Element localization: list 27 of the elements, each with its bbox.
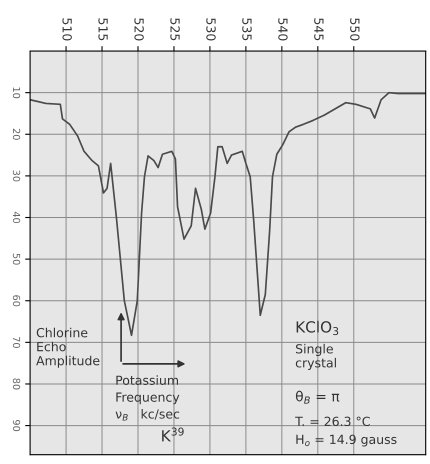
x-tick-label: 535 (242, 18, 252, 40)
y-tick-label: 70 (12, 336, 20, 348)
y-axis-title: Chlorine Echo Amplitude (36, 328, 100, 368)
annotation: KClO$_{3}$ (296, 320, 338, 336)
y-tick-label: 10 (12, 88, 20, 98)
annotation: K$^{39}$ (162, 428, 184, 442)
y-tick-label: 20 (12, 128, 20, 140)
y-tick-label: 40 (12, 212, 20, 224)
y-tick-label: 90 (12, 420, 20, 432)
y-tick-label: 30 (12, 170, 20, 182)
y-tick-label: 80 (12, 378, 20, 390)
text: Potassium Frequency ν$_{B}$ kc/sec (116, 375, 180, 421)
annotation: Single crystal (296, 344, 336, 370)
x-tick-label: 550 (350, 18, 360, 40)
x-tick-label: 525 (170, 18, 180, 40)
x-tick-label: 510 (62, 18, 72, 40)
x-tick-label: 545 (314, 18, 324, 40)
annotation: θ$_{B}$ = π (296, 390, 340, 404)
y-tick-label: 50 (12, 254, 20, 265)
x-tick-label: 540 (278, 18, 288, 40)
line-series (30, 92, 426, 336)
y-tick-label: 60 (12, 295, 20, 306)
x-tick-label: 520 (134, 18, 144, 40)
x-tick-label: 530 (206, 18, 216, 40)
annotation: T. = 26.3 °C (295, 416, 370, 426)
x-tick-label: 515 (98, 18, 108, 40)
annotation: H$_{o}$ = 14.9 gauss (296, 434, 397, 447)
